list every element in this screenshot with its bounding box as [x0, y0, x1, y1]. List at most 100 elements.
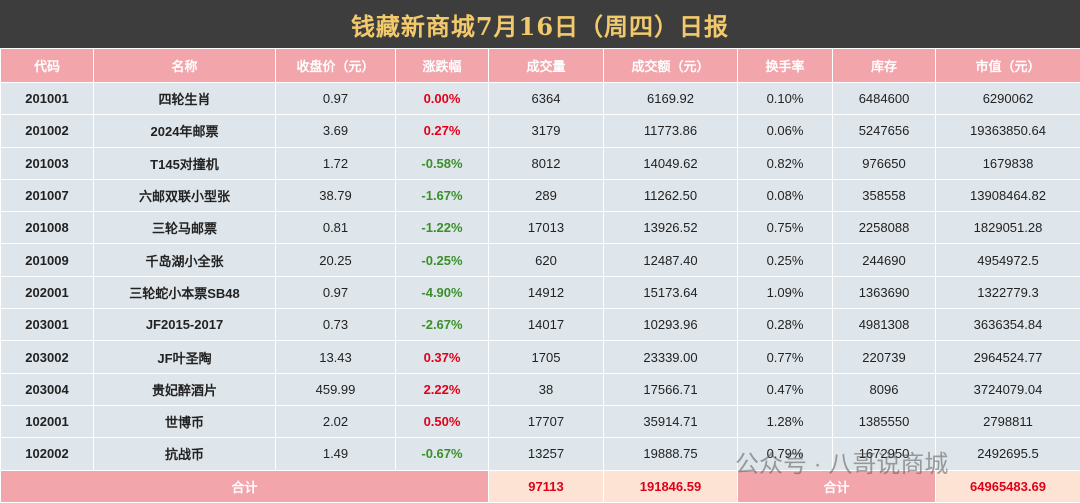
- table-cell: -0.25%: [396, 244, 489, 276]
- table-cell: -0.67%: [396, 438, 489, 470]
- table-cell: 38: [489, 373, 604, 405]
- table-cell: 0.97: [276, 276, 396, 308]
- table-cell: JF叶圣陶: [94, 341, 276, 373]
- table-cell: 三轮马邮票: [94, 212, 276, 244]
- table-cell: -4.90%: [396, 276, 489, 308]
- table-cell: 0.37%: [396, 341, 489, 373]
- table-cell: 201002: [1, 115, 94, 147]
- table-cell: 1.28%: [738, 405, 833, 437]
- table-cell: 1322779.3: [936, 276, 1080, 308]
- table-cell: 0.50%: [396, 405, 489, 437]
- column-header: 收盘价（元）: [276, 49, 396, 83]
- table-cell: 17707: [489, 405, 604, 437]
- table-cell: 6364: [489, 83, 604, 115]
- table-cell: 14017: [489, 309, 604, 341]
- watermark: 公众号 · 八哥说商城: [735, 444, 948, 479]
- table-cell: 23339.00: [604, 341, 738, 373]
- table-cell: 4954972.5: [936, 244, 1080, 276]
- table-cell: 1385550: [833, 405, 936, 437]
- column-header: 市值（元）: [936, 49, 1080, 83]
- table-cell: 11262.50: [604, 179, 738, 211]
- table-cell: 3.69: [276, 115, 396, 147]
- table-cell: 13257: [489, 438, 604, 470]
- table-cell: 201007: [1, 179, 94, 211]
- table-cell: 0.10%: [738, 83, 833, 115]
- table-cell: -1.22%: [396, 212, 489, 244]
- table-cell: 976650: [833, 147, 936, 179]
- table-cell: 203004: [1, 373, 94, 405]
- table-cell: 1829051.28: [936, 212, 1080, 244]
- column-header: 代码: [1, 49, 94, 83]
- table-cell: 0.77%: [738, 341, 833, 373]
- table-cell: 102001: [1, 405, 94, 437]
- table-cell: 102002: [1, 438, 94, 470]
- table-cell: 289: [489, 179, 604, 211]
- table-cell: 1.49: [276, 438, 396, 470]
- table-cell: 2964524.77: [936, 341, 1080, 373]
- column-header: 库存: [833, 49, 936, 83]
- table-cell: 8096: [833, 373, 936, 405]
- table-cell: 220739: [833, 341, 936, 373]
- table-cell: 1679838: [936, 147, 1080, 179]
- table-cell: 3724079.04: [936, 373, 1080, 405]
- table-cell: 6169.92: [604, 83, 738, 115]
- table-cell: 0.73: [276, 309, 396, 341]
- table-cell: 0.08%: [738, 179, 833, 211]
- table-cell: 3636354.84: [936, 309, 1080, 341]
- table-cell: 15173.64: [604, 276, 738, 308]
- table-cell: 1.09%: [738, 276, 833, 308]
- table-cell: 202001: [1, 276, 94, 308]
- column-header: 成交量: [489, 49, 604, 83]
- table-cell: 201008: [1, 212, 94, 244]
- table-cell: 2492695.5: [936, 438, 1080, 470]
- table-cell: 1.72: [276, 147, 396, 179]
- table-cell: -2.67%: [396, 309, 489, 341]
- table-cell: 2798811: [936, 405, 1080, 437]
- table-cell: 3179: [489, 115, 604, 147]
- table-cell: 201009: [1, 244, 94, 276]
- table-cell: 0.75%: [738, 212, 833, 244]
- table-cell: 1705: [489, 341, 604, 373]
- table-cell: JF2015-2017: [94, 309, 276, 341]
- table-cell: 0.81: [276, 212, 396, 244]
- table-cell: 2.22%: [396, 373, 489, 405]
- table-cell: 2258088: [833, 212, 936, 244]
- table-cell: 0.28%: [738, 309, 833, 341]
- table-cell: 38.79: [276, 179, 396, 211]
- table-cell: 抗战币: [94, 438, 276, 470]
- table-cell: T145对撞机: [94, 147, 276, 179]
- footer-volume: 97113: [489, 470, 604, 502]
- table-cell: 14049.62: [604, 147, 738, 179]
- table-cell: 0.97: [276, 83, 396, 115]
- table-cell: 35914.71: [604, 405, 738, 437]
- table-cell: 0.82%: [738, 147, 833, 179]
- table-cell: 13926.52: [604, 212, 738, 244]
- table-cell: 10293.96: [604, 309, 738, 341]
- table-cell: 17013: [489, 212, 604, 244]
- table-cell: 1363690: [833, 276, 936, 308]
- table-cell: 2.02: [276, 405, 396, 437]
- table-cell: 201003: [1, 147, 94, 179]
- column-header: 涨跌幅: [396, 49, 489, 83]
- table-cell: 六邮双联小型张: [94, 179, 276, 211]
- table-cell: 358558: [833, 179, 936, 211]
- header-row: 代码名称收盘价（元）涨跌幅成交量成交额（元）换手率库存市值（元）: [1, 49, 1080, 83]
- table-cell: 203002: [1, 341, 94, 373]
- table-cell: 0.00%: [396, 83, 489, 115]
- title: 钱藏新商城7月16日（周四）日报: [0, 0, 1080, 48]
- table-cell: 三轮蛇小本票SB48: [94, 276, 276, 308]
- table-cell: 14912: [489, 276, 604, 308]
- table-cell: -0.58%: [396, 147, 489, 179]
- table-cell: 13908464.82: [936, 179, 1080, 211]
- footer-label: 合计: [1, 470, 489, 502]
- table-cell: 0.06%: [738, 115, 833, 147]
